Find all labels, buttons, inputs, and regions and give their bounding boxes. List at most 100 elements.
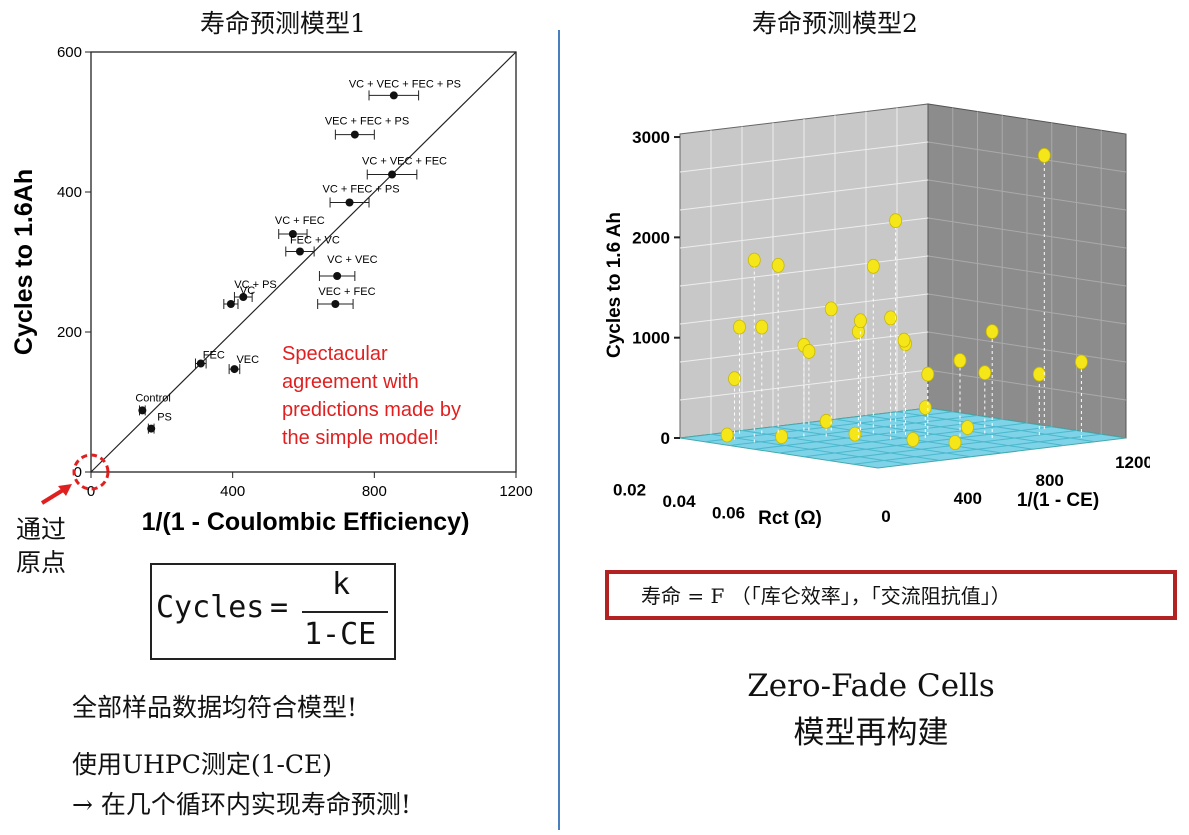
point-label: VC + PS bbox=[234, 279, 277, 291]
data-point bbox=[854, 313, 867, 329]
data-point bbox=[824, 301, 838, 317]
formula-box: Cycles = k 1-CE bbox=[150, 563, 396, 660]
x-axis-label: 1/(1 - Coulombic Efficiency) bbox=[142, 508, 470, 536]
model2-title: 寿命预测模型2 bbox=[752, 9, 918, 38]
data-point bbox=[1037, 148, 1051, 163]
model2-formula-box: 寿命 = F （「库仑效率」，「交流阻抗值」） bbox=[605, 570, 1177, 620]
grid-line bbox=[896, 411, 1096, 443]
bullet-all-samples: 全部样品数据均符合模型! bbox=[72, 693, 358, 722]
data-point bbox=[389, 91, 398, 100]
origin-highlight-circle bbox=[72, 453, 110, 491]
bullet-prediction: → 在几个循环内实现寿命预测! bbox=[72, 790, 411, 819]
point-label: VEC bbox=[236, 354, 259, 366]
data-point bbox=[906, 432, 920, 447]
point-label: VEC + FEC bbox=[318, 286, 375, 298]
y-tick-label: 400 bbox=[954, 489, 982, 508]
point-label: Control bbox=[135, 392, 170, 404]
data-point bbox=[388, 170, 397, 179]
data-point bbox=[802, 344, 816, 359]
point-label: VC + FEC + PS bbox=[323, 184, 400, 196]
x-tick-label: 0.02 bbox=[613, 481, 646, 500]
formula-lhs: Cycles bbox=[156, 590, 265, 625]
data-point bbox=[1032, 366, 1046, 382]
data-point bbox=[985, 324, 999, 340]
data-point bbox=[775, 429, 789, 444]
zero-fade-cells: Zero-Fade Cells bbox=[747, 668, 995, 704]
y-axis-label: Cycles to 1.6Ah bbox=[10, 169, 38, 355]
grid-line bbox=[754, 418, 1003, 450]
data-point bbox=[333, 272, 342, 280]
grid-line bbox=[834, 418, 1034, 450]
chart1-svg: 0 400 800 1200 0 200 400 600 1/(1 - Coulombic Ef… bbox=[10, 44, 533, 536]
data-point bbox=[295, 247, 304, 256]
point-label: VC + VEC + FEC bbox=[362, 156, 447, 168]
data-point bbox=[196, 359, 205, 368]
z-tick-label: 3000 bbox=[632, 128, 670, 147]
annotation-line-1: 通过 bbox=[16, 515, 67, 544]
formula-numerator: k bbox=[332, 567, 351, 602]
data-point bbox=[331, 300, 340, 308]
grid-line bbox=[679, 141, 929, 173]
point-label: PS bbox=[157, 412, 172, 424]
x-tick-label: 400 bbox=[220, 483, 245, 500]
fraction-bar bbox=[302, 611, 388, 613]
y-tick-label: 400 bbox=[57, 184, 82, 201]
annotation-text: Spectacular agreement with predictions mad… bbox=[282, 343, 461, 449]
grid-line bbox=[803, 422, 1003, 454]
formula-denominator: 1-CE bbox=[304, 617, 377, 652]
data-point bbox=[350, 130, 359, 139]
data-point bbox=[978, 365, 992, 381]
data-point bbox=[288, 230, 297, 238]
data-point bbox=[848, 426, 862, 442]
data-point bbox=[866, 258, 880, 274]
plot-frame bbox=[90, 51, 517, 473]
data-point bbox=[884, 310, 898, 326]
grid-line bbox=[927, 179, 1127, 211]
y-tick-label: 0 bbox=[881, 507, 890, 526]
z-tick-label: 1000 bbox=[632, 329, 670, 348]
y-tick-label: 1200 bbox=[1115, 453, 1150, 472]
y-tick-label: 800 bbox=[1035, 471, 1063, 490]
x-axis-label: Rct (Ω) bbox=[758, 508, 822, 529]
panel-divider bbox=[558, 30, 560, 830]
data-point bbox=[733, 319, 746, 335]
grid-line bbox=[927, 141, 1127, 173]
data-point bbox=[230, 365, 239, 374]
grid-line bbox=[679, 217, 929, 249]
point-label: FEC bbox=[203, 350, 225, 362]
model-rebuild: 模型再构建 bbox=[793, 715, 949, 751]
z-axis-label: Cycles to 1.6 Ah bbox=[604, 212, 625, 358]
x-tick-label: 800 bbox=[362, 483, 387, 500]
grid-line bbox=[927, 217, 1127, 249]
point-label: VC + VEC + FEC + PS bbox=[349, 78, 461, 90]
data-point bbox=[1074, 354, 1088, 370]
point-label: VC bbox=[240, 285, 255, 297]
annotation-line-2: 原点 bbox=[16, 548, 67, 577]
data-point bbox=[819, 413, 833, 429]
data-point bbox=[953, 353, 967, 368]
model2-formula-text: 寿命 = F （「库仑效率」，「交流阻抗值」） bbox=[641, 584, 1011, 608]
x-tick-label: 0.06 bbox=[712, 504, 745, 523]
point-label: VC + FEC bbox=[275, 215, 325, 227]
data-point bbox=[720, 427, 734, 443]
point-label: VEC + FEC + PS bbox=[325, 116, 409, 128]
grid-line bbox=[679, 255, 929, 287]
x-tick-label: 0.04 bbox=[662, 492, 696, 511]
z-tick-label: 0 bbox=[661, 429, 670, 448]
data-point bbox=[948, 435, 962, 450]
y-axis-label: 1/(1 - CE) bbox=[1017, 490, 1099, 511]
point-label: VC + VEC bbox=[327, 254, 377, 266]
data-point bbox=[918, 400, 932, 416]
bullet-uhpc: 使用UHPC测定(1-CE) bbox=[72, 750, 333, 779]
origin-arrowhead bbox=[58, 484, 72, 496]
y-tick-label: 600 bbox=[57, 44, 82, 61]
data-point bbox=[147, 424, 156, 433]
grid-line bbox=[927, 255, 1127, 287]
data-point bbox=[345, 198, 354, 207]
model1-title: 寿命预测模型1 bbox=[200, 9, 366, 38]
data-point bbox=[138, 406, 147, 415]
data-point bbox=[755, 319, 769, 335]
grid-line bbox=[679, 179, 929, 211]
data-point bbox=[961, 420, 974, 435]
data-point bbox=[226, 300, 235, 308]
